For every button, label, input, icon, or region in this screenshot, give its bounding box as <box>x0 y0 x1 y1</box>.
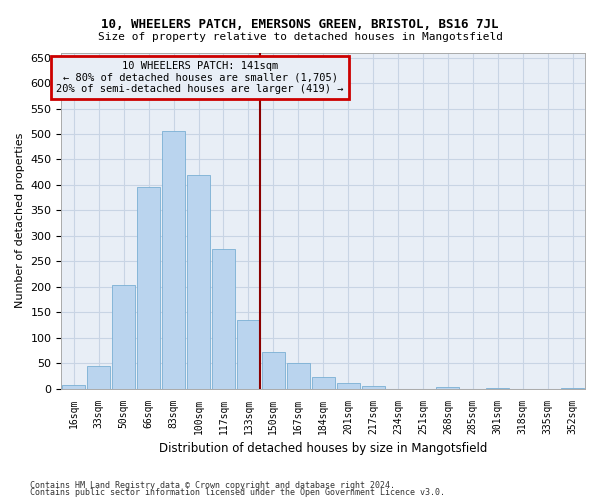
Bar <box>312 378 335 388</box>
Bar <box>137 188 160 388</box>
Bar <box>212 248 235 388</box>
Bar <box>362 386 385 388</box>
Bar <box>112 286 135 389</box>
Bar <box>88 366 110 388</box>
Bar <box>337 383 359 388</box>
Bar <box>187 175 210 388</box>
Text: Size of property relative to detached houses in Mangotsfield: Size of property relative to detached ho… <box>97 32 503 42</box>
Text: 10, WHEELERS PATCH, EMERSONS GREEN, BRISTOL, BS16 7JL: 10, WHEELERS PATCH, EMERSONS GREEN, BRIS… <box>101 18 499 30</box>
X-axis label: Distribution of detached houses by size in Mangotsfield: Distribution of detached houses by size … <box>159 442 487 455</box>
Bar <box>262 352 285 389</box>
Bar <box>237 320 260 388</box>
Text: 10 WHEELERS PATCH: 141sqm
← 80% of detached houses are smaller (1,705)
20% of se: 10 WHEELERS PATCH: 141sqm ← 80% of detac… <box>56 61 344 94</box>
Text: Contains HM Land Registry data © Crown copyright and database right 2024.: Contains HM Land Registry data © Crown c… <box>30 480 395 490</box>
Bar <box>287 362 310 388</box>
Bar <box>436 387 460 388</box>
Bar <box>62 384 85 388</box>
Text: Contains public sector information licensed under the Open Government Licence v3: Contains public sector information licen… <box>30 488 445 497</box>
Bar <box>162 132 185 388</box>
Y-axis label: Number of detached properties: Number of detached properties <box>15 133 25 308</box>
